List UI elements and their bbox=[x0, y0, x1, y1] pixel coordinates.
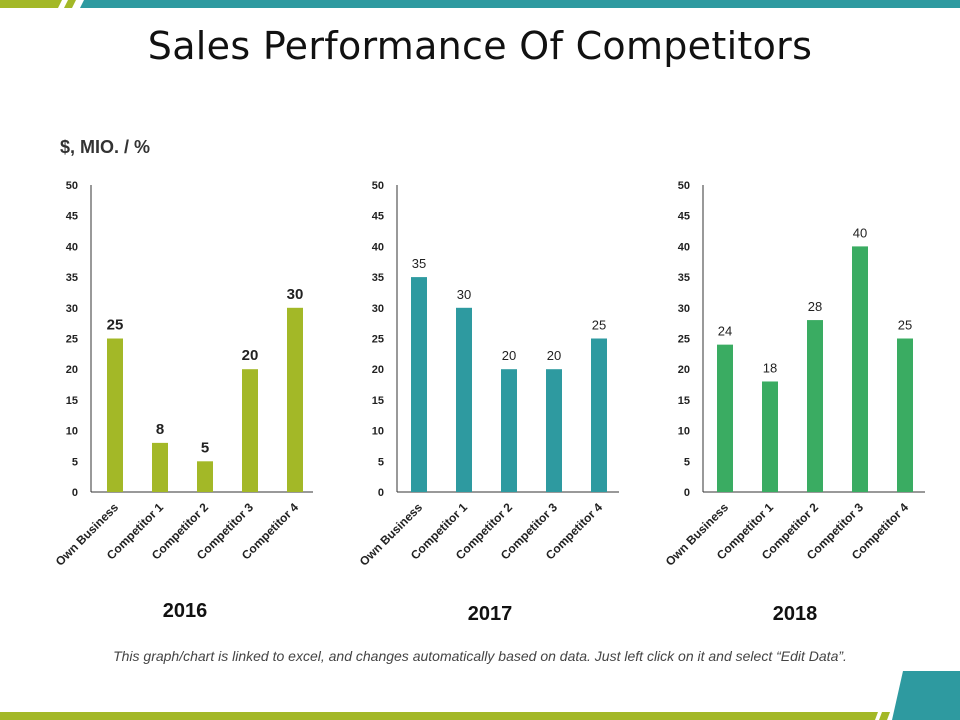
bar bbox=[807, 320, 823, 492]
data-label: 20 bbox=[502, 348, 516, 363]
data-label: 20 bbox=[242, 347, 259, 364]
top-green-stripe bbox=[0, 0, 62, 8]
chart-title: 2016 bbox=[163, 600, 208, 622]
y-tick-label: 10 bbox=[372, 426, 384, 438]
y-tick-label: 40 bbox=[66, 241, 78, 253]
y-tick-label: 25 bbox=[678, 334, 690, 346]
bar bbox=[897, 338, 913, 492]
x-tick-label: Competitor 3 bbox=[498, 500, 560, 562]
y-tick-label: 15 bbox=[678, 395, 690, 407]
x-tick-label: Competitor 4 bbox=[239, 500, 301, 562]
bar bbox=[852, 246, 868, 492]
y-tick-label: 30 bbox=[372, 303, 384, 315]
x-tick-label: Own Business bbox=[53, 500, 122, 569]
bar bbox=[242, 369, 258, 492]
bar bbox=[152, 442, 168, 492]
bar bbox=[591, 338, 607, 492]
top-green-stripe-small bbox=[64, 0, 76, 8]
data-label: 35 bbox=[412, 256, 426, 271]
data-label: 18 bbox=[763, 360, 777, 375]
bar bbox=[717, 344, 733, 492]
y-tick-label: 45 bbox=[66, 211, 78, 223]
x-tick-label: Competitor 1 bbox=[408, 500, 470, 562]
y-tick-label: 20 bbox=[372, 364, 384, 376]
y-tick-label: 0 bbox=[684, 487, 690, 499]
bottom-green-band bbox=[0, 712, 878, 720]
x-tick-label: Own Business bbox=[357, 500, 426, 569]
y-tick-label: 10 bbox=[678, 426, 690, 438]
bar bbox=[546, 369, 562, 492]
data-label: 25 bbox=[898, 318, 912, 333]
y-tick-label: 50 bbox=[678, 180, 690, 192]
x-tick-label: Competitor 2 bbox=[149, 500, 211, 562]
y-tick-label: 30 bbox=[66, 303, 78, 315]
y-tick-label: 45 bbox=[372, 211, 384, 223]
bar bbox=[287, 307, 303, 492]
x-tick-label: Competitor 3 bbox=[804, 500, 866, 562]
y-tick-label: 5 bbox=[378, 456, 384, 468]
x-tick-label: Competitor 4 bbox=[543, 500, 605, 562]
bar bbox=[501, 369, 517, 492]
bar bbox=[762, 381, 778, 492]
x-tick-label: Competitor 1 bbox=[714, 500, 776, 562]
y-tick-label: 0 bbox=[378, 487, 384, 499]
data-label: 24 bbox=[718, 324, 732, 339]
y-tick-label: 15 bbox=[372, 395, 384, 407]
data-label: 30 bbox=[457, 287, 471, 302]
y-tick-label: 0 bbox=[72, 487, 78, 499]
data-label: 30 bbox=[287, 286, 304, 303]
y-tick-label: 5 bbox=[684, 456, 690, 468]
y-tick-label: 50 bbox=[372, 180, 384, 192]
footnote: This graph/chart is linked to excel, and… bbox=[113, 648, 847, 664]
top-teal-band bbox=[80, 0, 960, 8]
data-label: 28 bbox=[808, 299, 822, 314]
y-tick-label: 15 bbox=[66, 395, 78, 407]
y-tick-label: 10 bbox=[66, 426, 78, 438]
chart-title: 2018 bbox=[773, 603, 818, 625]
data-label: 20 bbox=[547, 348, 561, 363]
data-label: 25 bbox=[107, 317, 124, 334]
data-label: 8 bbox=[156, 421, 164, 438]
y-tick-label: 35 bbox=[372, 272, 384, 284]
data-label: 25 bbox=[592, 318, 606, 333]
bar bbox=[197, 461, 213, 492]
y-tick-label: 45 bbox=[678, 211, 690, 223]
y-tick-label: 20 bbox=[678, 364, 690, 376]
x-tick-label: Own Business bbox=[663, 500, 732, 569]
y-tick-label: 50 bbox=[66, 180, 78, 192]
page-title: Sales Performance Of Competitors bbox=[147, 24, 813, 68]
y-tick-label: 35 bbox=[678, 272, 690, 284]
y-tick-label: 40 bbox=[678, 241, 690, 253]
y-tick-label: 20 bbox=[66, 364, 78, 376]
bar bbox=[107, 338, 123, 492]
data-label: 40 bbox=[853, 225, 867, 240]
x-tick-label: Competitor 3 bbox=[194, 500, 256, 562]
x-tick-label: Competitor 4 bbox=[849, 500, 911, 562]
bottom-green-stripe-small bbox=[879, 712, 890, 720]
unit-label: $, MIO. / % bbox=[60, 137, 151, 157]
x-tick-label: Competitor 2 bbox=[453, 500, 515, 562]
x-tick-label: Competitor 1 bbox=[104, 500, 166, 562]
y-tick-label: 35 bbox=[66, 272, 78, 284]
y-tick-label: 40 bbox=[372, 241, 384, 253]
y-tick-label: 25 bbox=[372, 334, 384, 346]
bar bbox=[456, 307, 472, 492]
x-tick-label: Competitor 2 bbox=[759, 500, 821, 562]
chart-title: 2017 bbox=[468, 603, 513, 625]
y-tick-label: 5 bbox=[72, 456, 78, 468]
bottom-teal-block bbox=[892, 671, 960, 720]
bar bbox=[411, 277, 427, 492]
data-label: 5 bbox=[201, 439, 209, 456]
y-tick-label: 30 bbox=[678, 303, 690, 315]
y-tick-label: 25 bbox=[66, 334, 78, 346]
